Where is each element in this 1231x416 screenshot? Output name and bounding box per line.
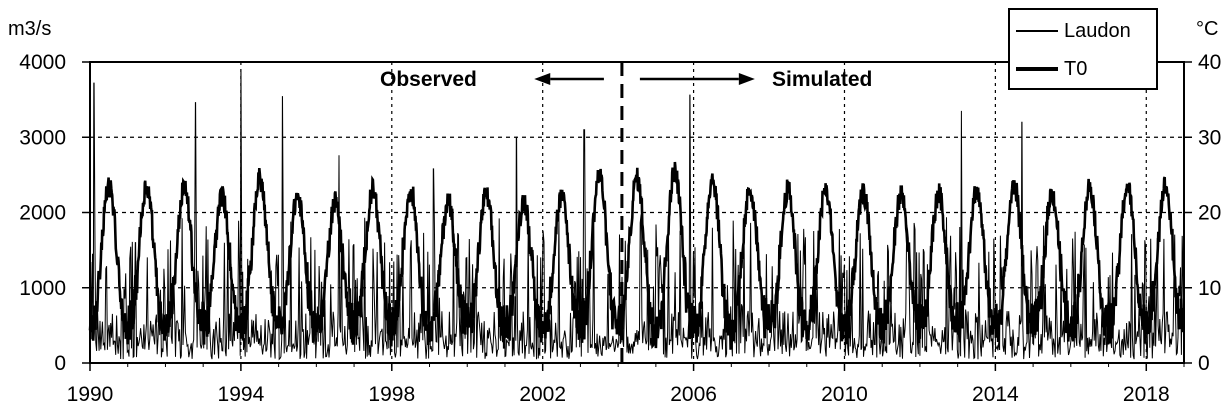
observed-arrow-head <box>534 73 551 85</box>
right-axis-unit: °C <box>1196 18 1219 40</box>
x-tick-label: 2010 <box>821 383 868 406</box>
left-axis-unit: m3/s <box>8 18 52 40</box>
right-tick-label: 40 <box>1198 51 1221 74</box>
left-tick-label: 2000 <box>19 202 66 225</box>
legend-label-t0: T0 <box>1064 57 1088 80</box>
left-tick-label: 3000 <box>19 126 66 149</box>
x-tick-label: 2018 <box>1123 383 1170 406</box>
left-tick-label: 0 <box>54 352 66 375</box>
left-tick-label: 1000 <box>19 277 66 300</box>
annotation-simulated: Simulated <box>772 68 873 91</box>
x-tick-label: 1990 <box>67 383 114 406</box>
x-tick-label: 1998 <box>368 383 415 406</box>
right-tick-label: 0 <box>1198 352 1210 375</box>
x-tick-label: 2002 <box>519 383 566 406</box>
legend-item-laudon: Laudon <box>1016 16 1131 46</box>
legend-swatch-t0 <box>1016 67 1058 71</box>
x-tick-label: 2006 <box>670 383 717 406</box>
legend: Laudon T0 <box>1008 8 1158 90</box>
x-tick-label: 2014 <box>972 383 1019 406</box>
plot-border <box>89 61 1185 364</box>
legend-swatch-laudon <box>1016 30 1058 32</box>
legend-item-t0: T0 <box>1016 54 1087 84</box>
legend-label-laudon: Laudon <box>1064 19 1131 42</box>
right-tick-label: 20 <box>1198 202 1221 225</box>
x-tick-label: 1994 <box>218 383 265 406</box>
series-t0-line <box>88 161 1185 350</box>
right-tick-label: 10 <box>1198 277 1221 300</box>
right-tick-label: 30 <box>1198 126 1221 149</box>
simulated-arrow-head <box>738 73 755 85</box>
annotation-observed: Observed <box>380 68 477 91</box>
series-laudon-line <box>89 69 1185 361</box>
left-tick-label: 4000 <box>19 51 66 74</box>
